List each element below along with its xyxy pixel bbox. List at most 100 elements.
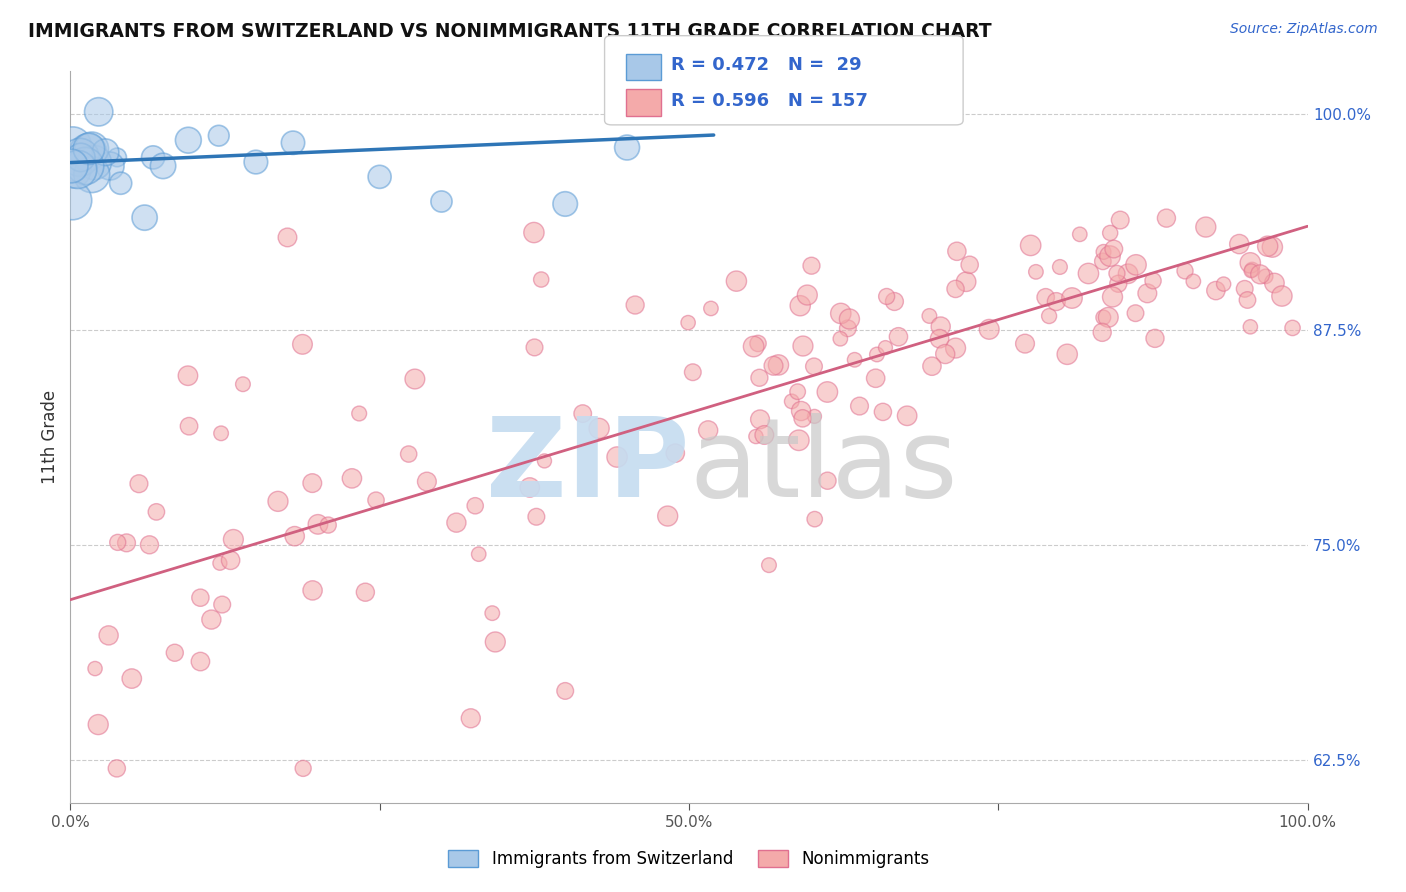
- Point: [921, 359, 943, 374]
- Point: [307, 517, 329, 532]
- Point: [340, 471, 363, 485]
- Point: [1236, 293, 1258, 307]
- Point: [790, 404, 813, 418]
- Point: [803, 409, 825, 424]
- Point: [177, 368, 200, 383]
- Point: [1125, 258, 1147, 272]
- Point: [107, 535, 129, 549]
- Point: [177, 133, 200, 147]
- Point: [83, 155, 105, 169]
- Point: [138, 538, 160, 552]
- Point: [1099, 226, 1122, 240]
- Point: [1254, 269, 1277, 284]
- Point: [1205, 284, 1227, 298]
- Point: [979, 322, 1001, 336]
- Point: [211, 598, 233, 612]
- Text: R = 0.472   N =  29: R = 0.472 N = 29: [671, 56, 862, 74]
- Point: [1019, 238, 1042, 252]
- Point: [875, 341, 897, 355]
- Point: [142, 150, 165, 164]
- Point: [1097, 310, 1119, 325]
- Point: [676, 316, 699, 330]
- Point: [803, 512, 825, 526]
- Point: [209, 426, 232, 441]
- Point: [1142, 274, 1164, 288]
- Point: [1136, 286, 1159, 301]
- Point: [955, 275, 977, 289]
- Point: [98, 159, 121, 173]
- Point: [758, 558, 780, 573]
- Point: [928, 332, 950, 346]
- Point: [883, 294, 905, 309]
- Point: [222, 533, 245, 547]
- Point: [742, 339, 765, 353]
- Point: [364, 493, 387, 508]
- Point: [60, 159, 83, 173]
- Point: [700, 301, 723, 316]
- Text: R = 0.596   N = 157: R = 0.596 N = 157: [671, 92, 868, 110]
- Point: [80, 168, 103, 182]
- Point: [84, 662, 107, 676]
- Point: [1227, 237, 1250, 252]
- Point: [267, 494, 290, 508]
- Text: Source: ZipAtlas.com: Source: ZipAtlas.com: [1230, 22, 1378, 37]
- Point: [844, 352, 866, 367]
- Point: [291, 337, 314, 351]
- Point: [208, 805, 231, 819]
- Point: [1257, 239, 1279, 253]
- Point: [606, 450, 628, 464]
- Point: [657, 509, 679, 524]
- Point: [1182, 274, 1205, 288]
- Point: [208, 556, 231, 570]
- Point: [446, 516, 468, 530]
- Point: [163, 646, 186, 660]
- Point: [523, 340, 546, 354]
- Point: [571, 407, 593, 421]
- Point: [768, 358, 790, 372]
- Point: [121, 672, 143, 686]
- Point: [66, 162, 89, 177]
- Point: [467, 547, 489, 561]
- Point: [128, 476, 150, 491]
- Point: [588, 421, 610, 435]
- Point: [284, 529, 307, 543]
- Point: [796, 288, 818, 302]
- Point: [697, 423, 720, 437]
- Point: [1239, 319, 1261, 334]
- Point: [830, 306, 852, 320]
- Point: [368, 169, 391, 184]
- Point: [301, 476, 323, 491]
- Point: [837, 321, 859, 335]
- Point: [787, 434, 810, 448]
- Point: [1105, 266, 1128, 280]
- Point: [115, 536, 138, 550]
- Point: [803, 359, 825, 374]
- Point: [1233, 282, 1256, 296]
- Point: [1091, 254, 1114, 268]
- Point: [530, 272, 553, 286]
- Point: [848, 399, 870, 413]
- Point: [1025, 265, 1047, 279]
- Point: [1060, 291, 1083, 305]
- Point: [134, 211, 156, 225]
- Point: [75, 159, 97, 173]
- Point: [69, 150, 91, 164]
- Point: [62, 138, 84, 153]
- Point: [800, 259, 823, 273]
- Point: [110, 176, 132, 190]
- Point: [232, 377, 254, 392]
- Point: [1116, 267, 1139, 281]
- Point: [398, 447, 420, 461]
- Point: [682, 365, 704, 379]
- Point: [748, 371, 770, 385]
- Point: [1240, 264, 1263, 278]
- Point: [1195, 220, 1218, 235]
- Point: [97, 628, 120, 642]
- Point: [105, 150, 128, 164]
- Point: [1109, 213, 1132, 227]
- Text: ZIP: ZIP: [485, 413, 689, 520]
- Point: [1101, 290, 1123, 304]
- Point: [464, 499, 486, 513]
- Point: [1261, 240, 1284, 254]
- Point: [460, 711, 482, 725]
